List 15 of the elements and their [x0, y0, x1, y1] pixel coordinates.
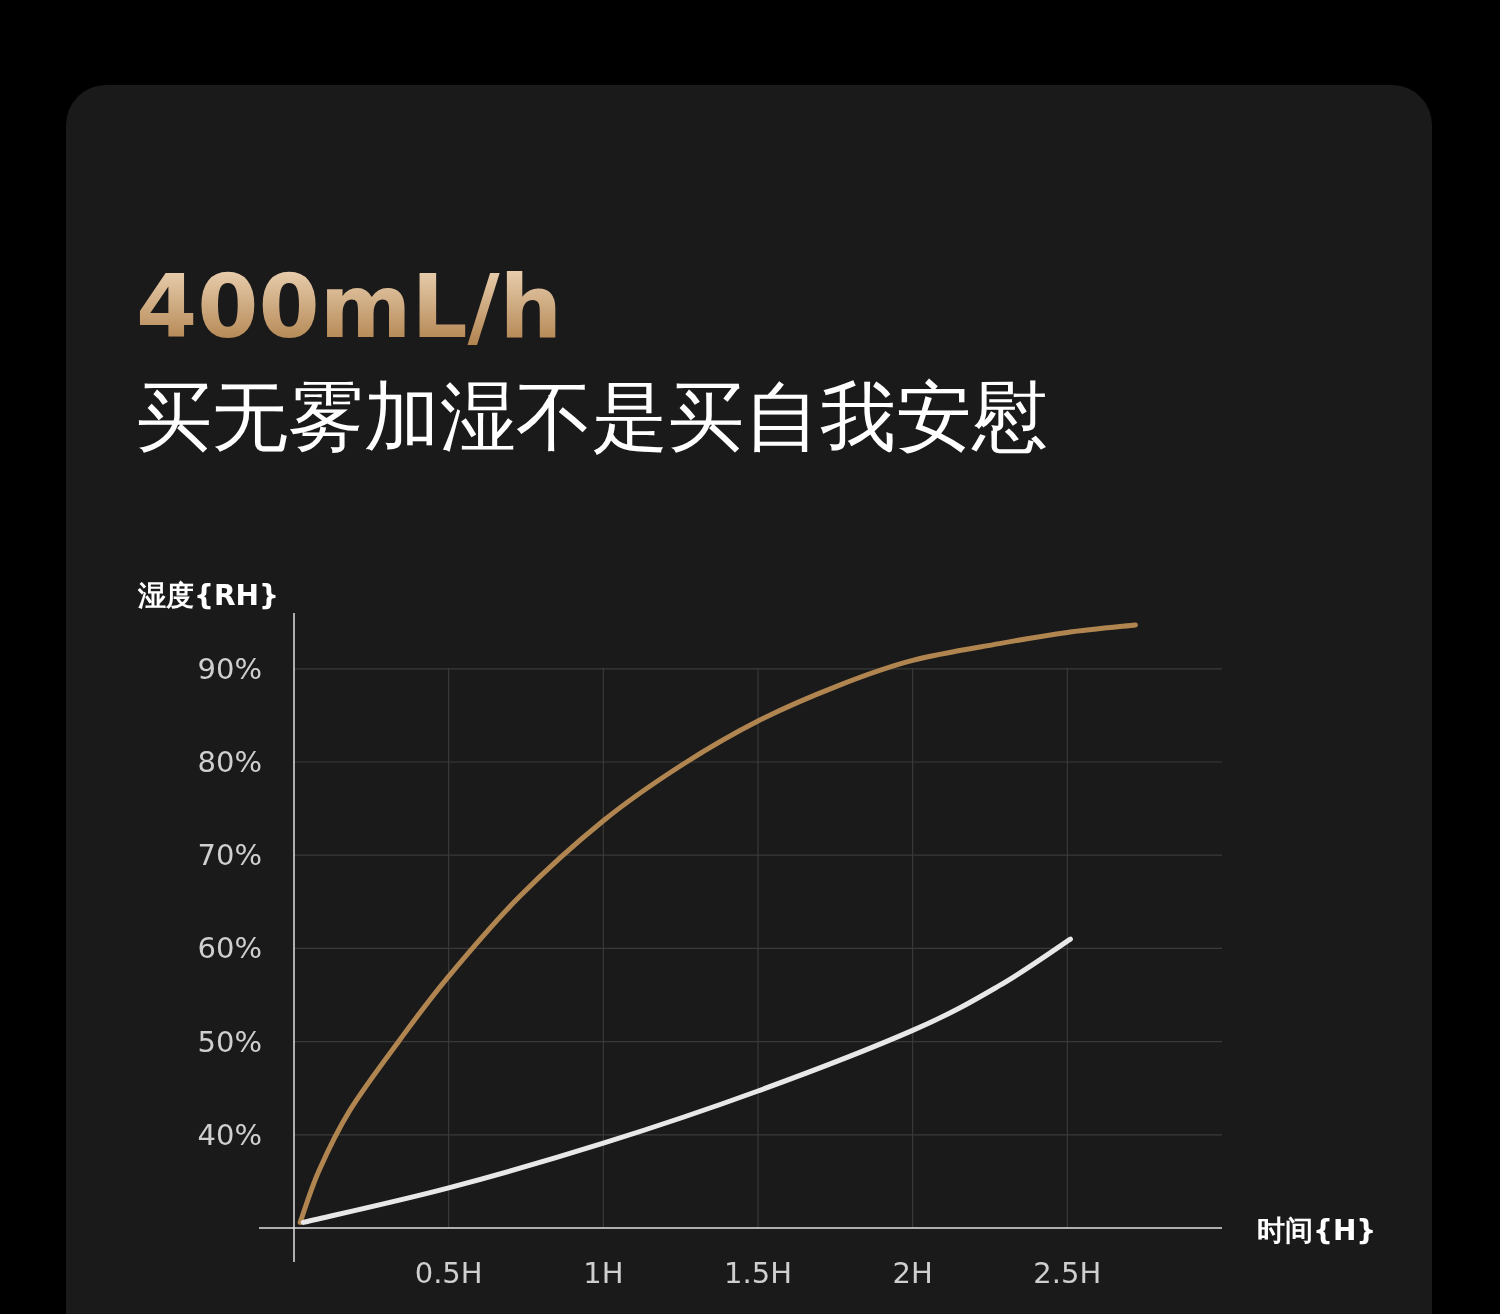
x-tick-label: 2H: [892, 1256, 933, 1290]
y-tick-label: 50%: [197, 1024, 262, 1059]
x-tick-label: 1H: [583, 1256, 624, 1290]
y-tick-label: 90%: [197, 651, 262, 686]
chart-subtitle: 买无雾加湿不是买自我安慰: [136, 372, 1048, 461]
y-tick-label: 80%: [197, 745, 262, 779]
y-tick-label: 70%: [197, 838, 262, 873]
y-tick-label: 60%: [197, 931, 262, 966]
y-tick-label: 40%: [197, 1117, 262, 1152]
x-tick-label: 1.5H: [724, 1256, 792, 1290]
x-tick-label: 0.5H: [414, 1256, 483, 1290]
y-axis-title: 湿度{RH}: [137, 579, 279, 612]
x-tick-label: 2.5H: [1033, 1256, 1102, 1290]
chart-title: 400mL/h: [136, 255, 563, 358]
x-axis-title: 时间{H}: [1257, 1214, 1377, 1247]
